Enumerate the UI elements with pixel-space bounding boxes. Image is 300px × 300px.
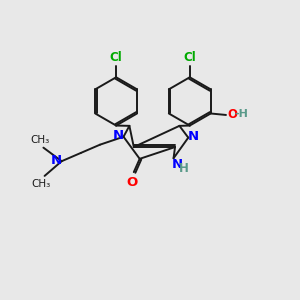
Text: N: N [172, 158, 183, 171]
Text: Cl: Cl [183, 51, 196, 64]
Text: N: N [188, 130, 199, 143]
Text: CH₃: CH₃ [30, 135, 50, 145]
Text: -H: -H [234, 110, 248, 119]
Text: CH₃: CH₃ [32, 179, 51, 189]
Text: Cl: Cl [110, 51, 122, 64]
Text: O: O [227, 108, 237, 121]
Text: N: N [51, 154, 62, 166]
Text: O: O [127, 176, 138, 189]
Text: N: N [113, 129, 124, 142]
Text: H: H [179, 162, 189, 175]
